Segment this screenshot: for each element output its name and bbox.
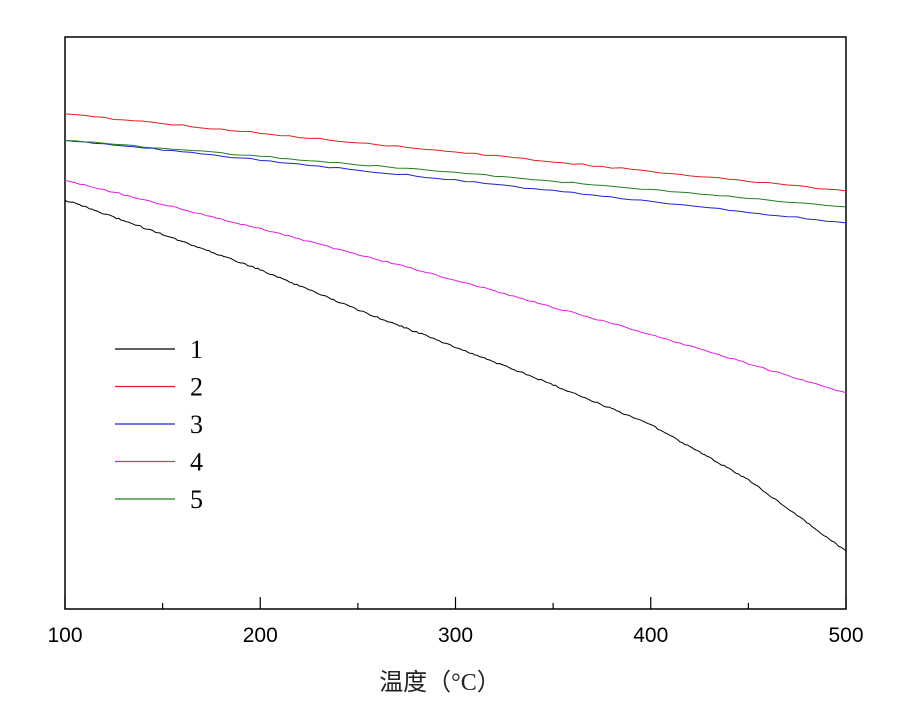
legend-label: 2 [190,373,203,402]
x-tick-label: 500 [828,624,863,647]
legend-label: 5 [190,485,203,514]
series-line-4 [65,180,846,392]
x-tick-label: 400 [633,624,668,647]
series-line-1 [65,200,846,551]
x-tick-label: 300 [438,624,473,647]
x-tick-label: 200 [243,624,278,647]
series-line-5 [65,141,846,207]
legend-label: 1 [190,335,203,364]
line-chart: 100 200 300 400 500 1 2 3 4 5 温度（°C） [0,0,900,713]
series-line-3 [65,140,846,223]
legend-label: 3 [190,410,203,439]
legend-label: 4 [190,448,203,477]
x-axis-label: 温度（°C） [379,669,501,696]
plot-frame [65,37,846,609]
x-tick-label: 100 [47,624,82,647]
